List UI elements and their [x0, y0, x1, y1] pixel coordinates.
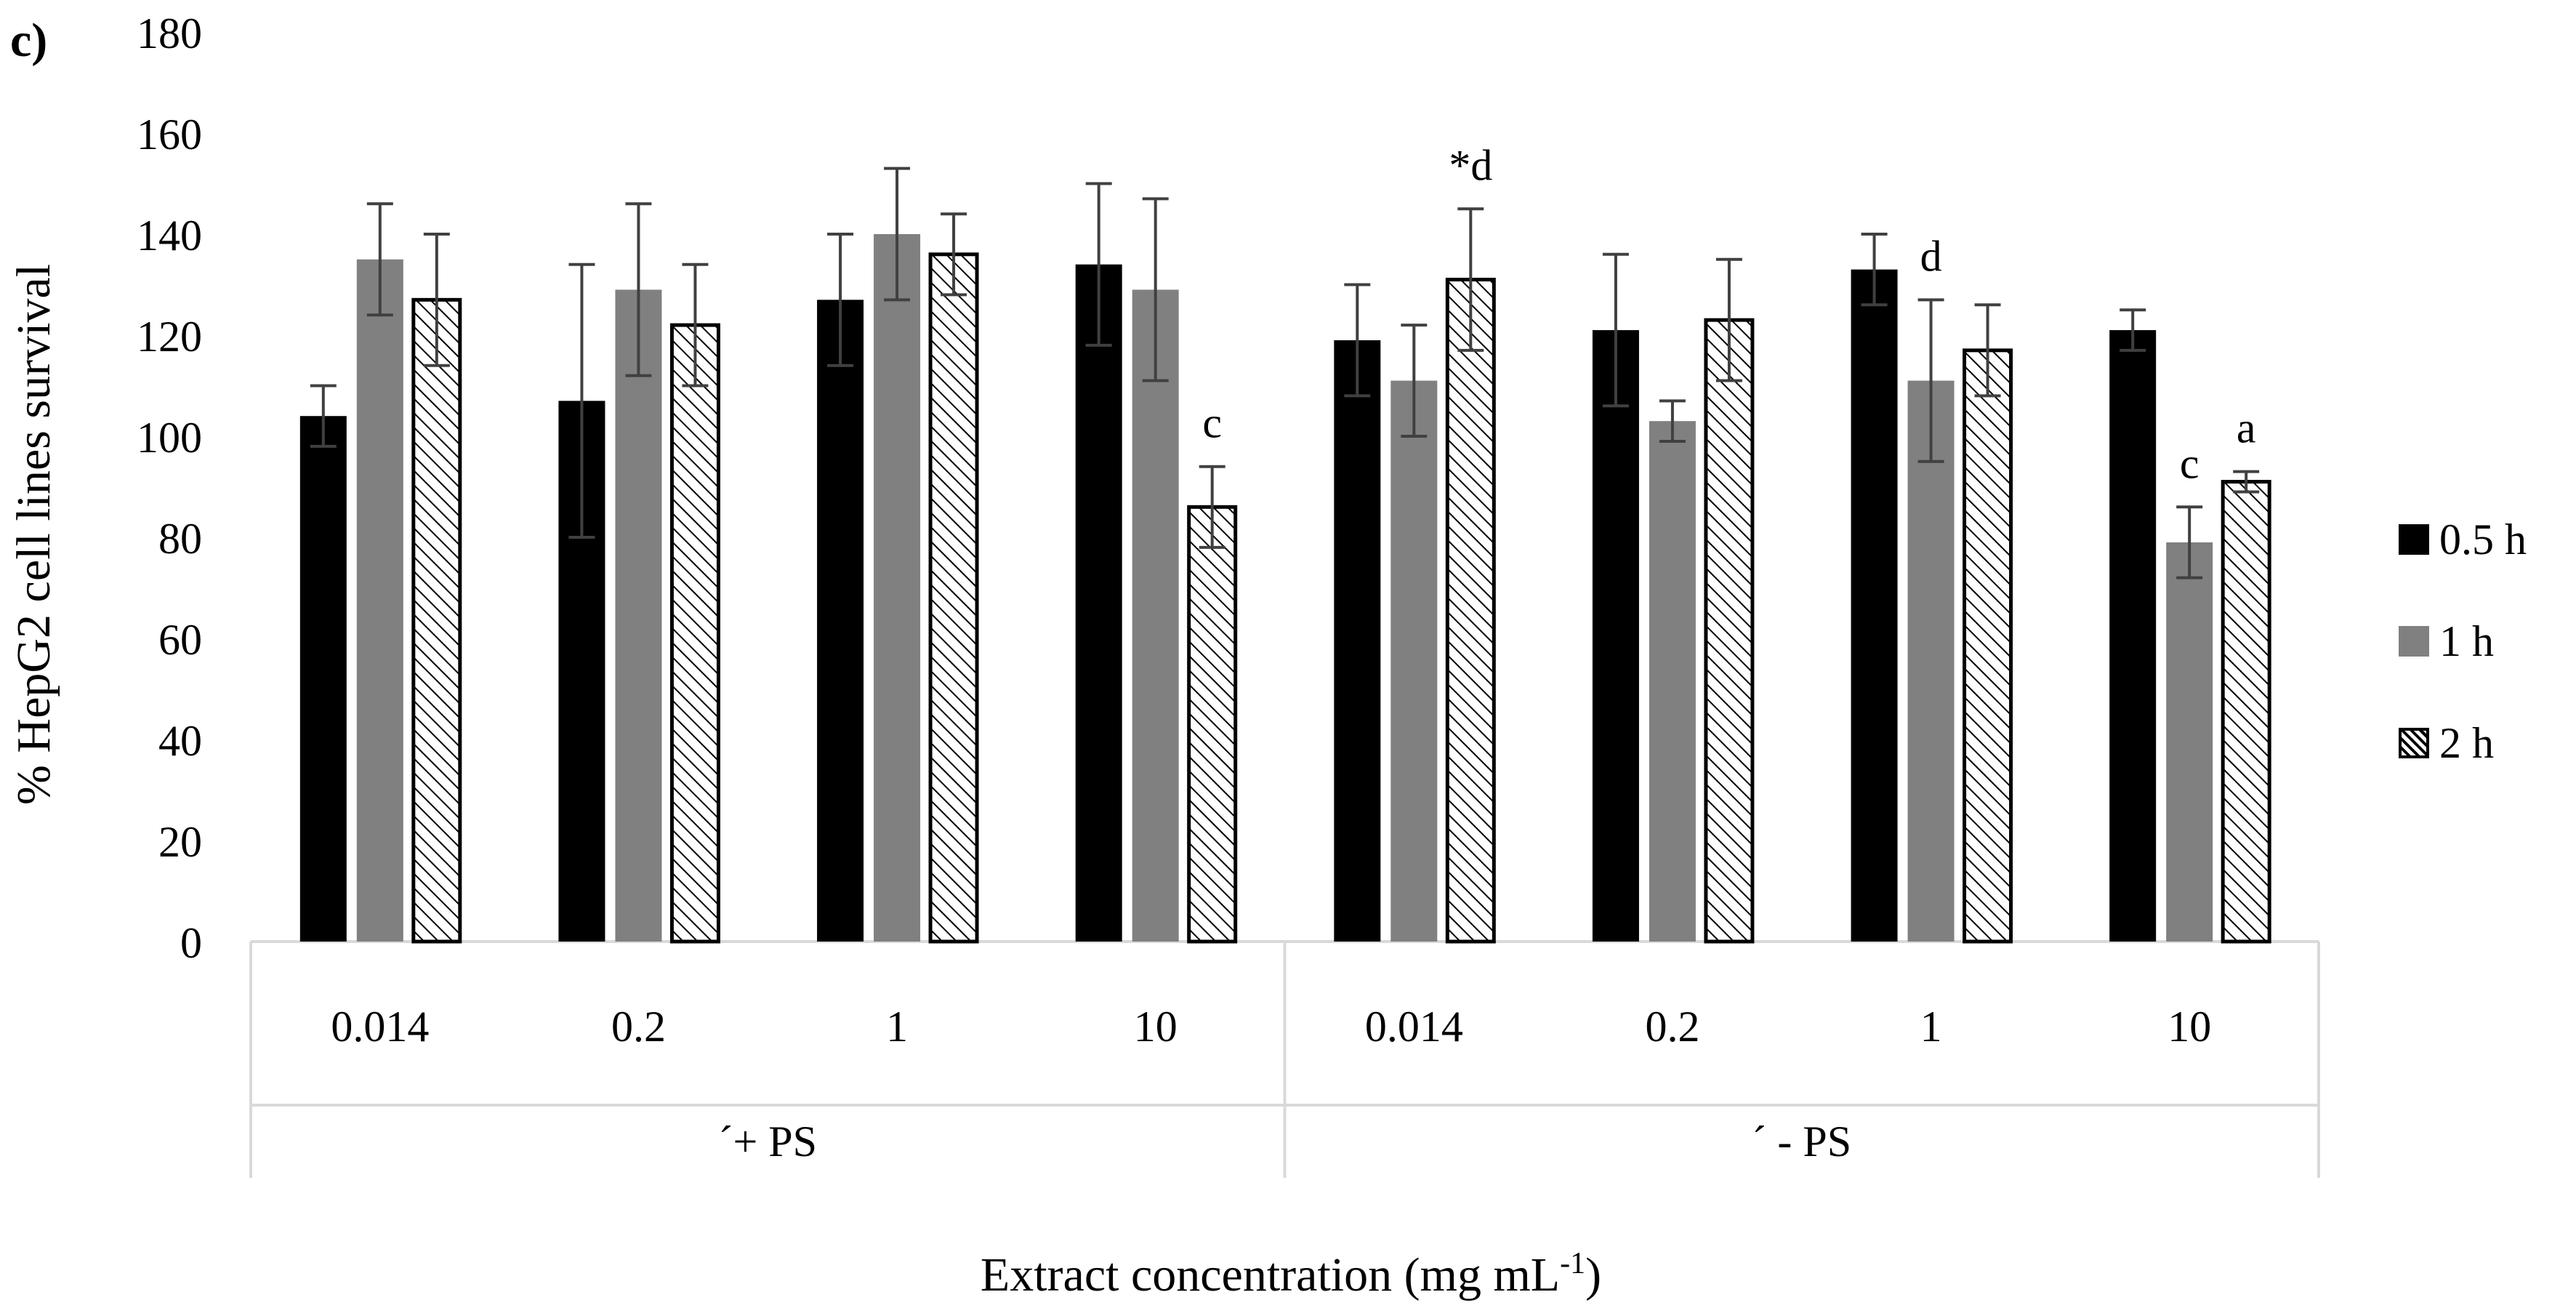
category-label: 1	[886, 1003, 908, 1051]
bar-1h	[1390, 380, 1438, 942]
annotation-label: *d	[1449, 141, 1492, 189]
panel-label: c)	[10, 14, 48, 67]
legend-item-1h: 1 h	[2399, 617, 2527, 665]
bar-0-5h	[1592, 330, 1639, 942]
legend-label-1h: 1 h	[2439, 617, 2494, 665]
annotation-label: c	[1202, 399, 1222, 447]
bar-series	[299, 234, 2271, 944]
bar-1h	[356, 259, 403, 942]
category-label: 0.2	[611, 1003, 666, 1051]
category-label: 10	[1134, 1003, 1178, 1051]
y-tick-label: 180	[137, 9, 202, 57]
bar-1h	[2166, 542, 2213, 942]
y-tick-label: 20	[158, 818, 202, 866]
legend-item-0-5h: 0.5 h	[2399, 515, 2527, 563]
bar-2h	[928, 252, 979, 944]
bar-0-5h	[299, 416, 347, 942]
bar-1h	[1649, 421, 1696, 942]
bar-0-5h	[1075, 264, 1122, 942]
bar-1h	[615, 289, 662, 942]
bar-2h	[411, 297, 462, 944]
legend-swatch-1h	[2399, 626, 2429, 657]
x-axis-title: Extract concentration (mg mL-1)	[981, 1247, 1601, 1301]
bar-0-5h	[817, 300, 864, 942]
y-axis-ticks: 0 20 40 60 80 100 120 140 160 180	[137, 9, 202, 967]
category-label: 0.2	[1645, 1003, 1699, 1051]
bar-1h	[1907, 380, 1955, 942]
annotation-label: c	[2180, 439, 2199, 487]
group-labels: ´+ PS ´ - PS	[718, 1118, 1851, 1165]
bar-2h	[1704, 318, 1755, 944]
bar-1h	[1132, 289, 1179, 942]
y-tick-label: 80	[158, 515, 202, 563]
legend: 0.5 h 1 h 2 h	[2399, 515, 2527, 822]
y-tick-label: 140	[137, 212, 202, 260]
bar-2h	[1187, 505, 1238, 944]
bar-2h	[1963, 348, 2013, 944]
category-label: 0.014	[1365, 1003, 1463, 1051]
y-tick-label: 60	[158, 616, 202, 664]
y-tick-label: 160	[137, 111, 202, 159]
legend-item-2h: 2 h	[2399, 718, 2527, 767]
group-label: ´ - PS	[1752, 1118, 1851, 1165]
legend-label-0-5h: 0.5 h	[2439, 515, 2527, 563]
legend-swatch-0-5h	[2399, 524, 2429, 555]
y-tick-label: 120	[137, 313, 202, 361]
x-axis-lines	[249, 940, 2320, 1178]
y-tick-label: 100	[137, 414, 202, 462]
bar-2h	[1445, 278, 1496, 944]
y-tick-label: 0	[180, 919, 202, 967]
category-label: 1	[1920, 1003, 1942, 1051]
bar-2h	[2221, 480, 2271, 944]
legend-label-2h: 2 h	[2439, 718, 2494, 767]
bar-0-5h	[1334, 340, 1381, 942]
y-tick-label: 40	[158, 717, 202, 765]
error-bars	[310, 166, 2260, 579]
annotation-label: a	[2237, 404, 2256, 452]
category-label: 10	[2168, 1003, 2211, 1051]
bar-0-5h	[2109, 330, 2157, 942]
legend-swatch-2h	[2399, 728, 2429, 758]
category-label: 0.014	[331, 1003, 429, 1051]
category-labels: 0.014 0.2 1 10 0.014 0.2 1 10	[331, 1003, 2211, 1051]
y-axis-title: % HepG2 cell lines survival	[7, 264, 60, 805]
bar-2h	[669, 323, 720, 944]
bar-0-5h	[1851, 269, 1898, 942]
bar-1h	[874, 234, 921, 942]
annotation-label: d	[1920, 232, 1942, 280]
group-label: ´+ PS	[718, 1118, 817, 1165]
